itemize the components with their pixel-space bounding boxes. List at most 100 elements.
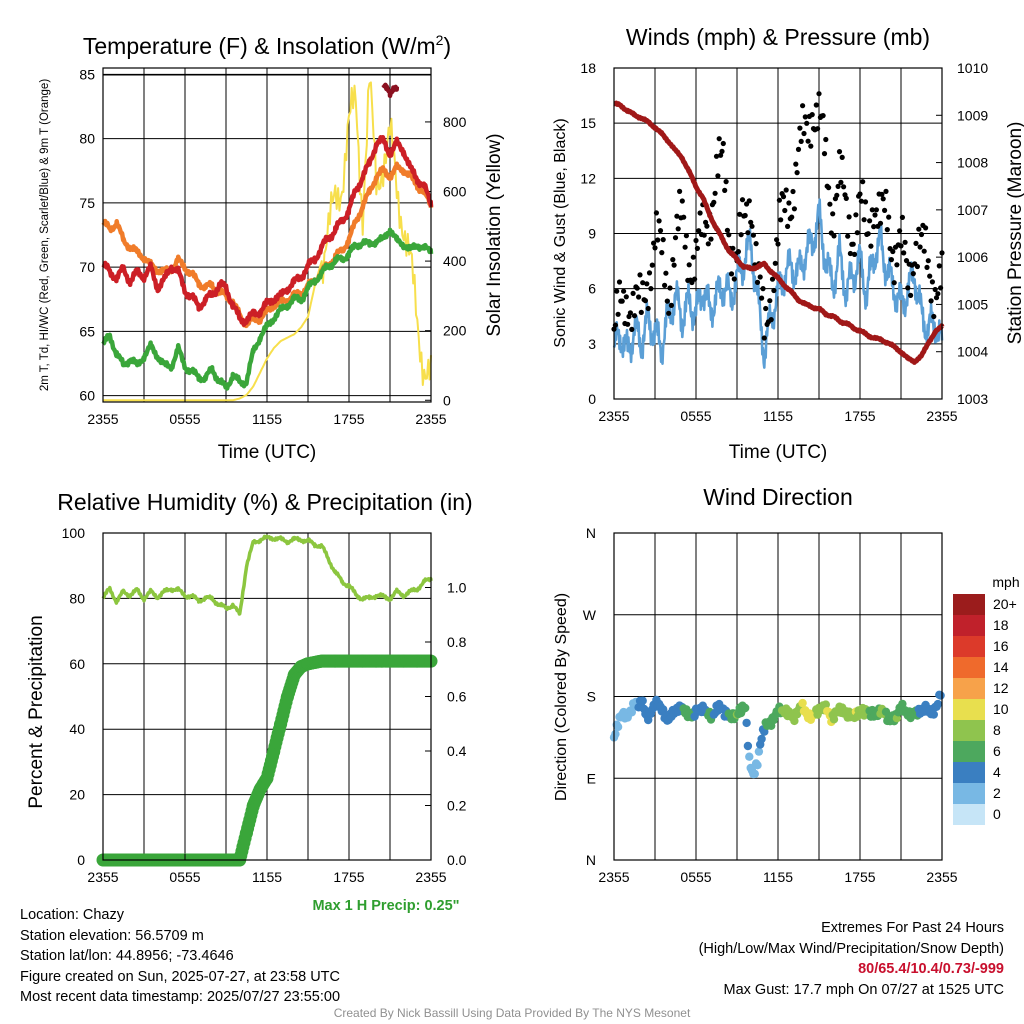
gust-point	[785, 223, 791, 229]
gust-point	[838, 179, 844, 185]
gust-point	[719, 148, 725, 154]
gust-point	[653, 210, 660, 216]
gust-point	[693, 237, 699, 244]
gust-point	[815, 126, 821, 132]
direction-point	[743, 741, 753, 751]
gust-point	[776, 197, 783, 203]
x-tick-label: 1155	[763, 869, 793, 885]
legend-label: 16	[993, 638, 1009, 654]
gust-point	[746, 198, 752, 204]
gust-point	[723, 179, 729, 185]
direction-point	[898, 699, 907, 709]
gust-point	[616, 279, 623, 285]
legend-label: 0	[993, 806, 1001, 822]
direction-point	[611, 729, 620, 739]
legend-swatch	[953, 636, 985, 657]
direction-point	[638, 696, 647, 705]
extremes-title: Extremes For Past 24 Hours	[821, 920, 1004, 936]
legend-swatch	[953, 678, 985, 699]
gust-point	[879, 191, 885, 197]
y2-tick-label: 200	[443, 323, 467, 339]
speed-legend: mph 20+ 18 16 14 12 10 8 6 4 2 0	[953, 574, 1020, 825]
y2-axis-label: Solar Insolation (Yellow)	[484, 133, 505, 336]
gust-point	[872, 212, 878, 218]
y2-tick-label: 1009	[957, 107, 988, 123]
y-tick-label: 70	[79, 259, 95, 275]
gust-point	[718, 152, 724, 158]
gust-point	[898, 243, 904, 249]
y-tick-label: N	[586, 852, 596, 868]
legend-label: 14	[993, 659, 1009, 675]
gust-point	[865, 231, 871, 237]
gust-point	[642, 298, 649, 304]
gust-point	[923, 225, 929, 231]
chart-title: Temperature (F) & Insolation (W/m2)	[83, 32, 451, 59]
gust-point	[830, 211, 836, 217]
gust-point	[772, 260, 778, 266]
gust-point	[841, 184, 847, 190]
gust-point	[662, 282, 668, 288]
gust-point	[897, 228, 903, 234]
y2-tick-label: 800	[443, 114, 467, 130]
gust-point	[771, 287, 777, 294]
gust-point	[813, 102, 819, 108]
legend-swatch	[953, 594, 985, 615]
y2-tick-label: 1003	[957, 391, 988, 407]
gust-point	[681, 214, 687, 220]
y-tick-label: 80	[79, 131, 95, 147]
gust-point	[763, 305, 769, 312]
gust-point	[634, 285, 640, 291]
legend-label: 6	[993, 743, 1001, 759]
x-tick-label: 2355	[598, 869, 629, 885]
gust-point	[775, 241, 781, 247]
gust-point	[666, 310, 672, 316]
gust-point	[786, 200, 792, 206]
gust-point	[621, 288, 627, 294]
legend-swatch	[953, 741, 985, 762]
gust-point	[868, 243, 874, 249]
gust-point	[886, 214, 892, 220]
x-tick-label: 1755	[844, 408, 875, 424]
x-tick-label: 0555	[680, 408, 711, 424]
gust-point	[871, 224, 877, 230]
extremes-subtitle: (High/Low/Max Wind/Precipitation/Snow De…	[698, 940, 1004, 957]
direction-point	[798, 698, 807, 708]
gust-point	[711, 199, 717, 205]
chart-panel-3: 0 20 40 60 80 100 0.0 0.2 0.4 0.6 0.8 1.0 2355 0555 11…	[26, 489, 473, 914]
gust-point	[648, 286, 654, 292]
gust-point	[933, 295, 940, 301]
y2-tick-label: 600	[443, 184, 467, 200]
gust-point	[862, 199, 869, 205]
direction-point	[929, 710, 938, 719]
gust-point	[802, 114, 808, 120]
gust-point	[791, 206, 798, 212]
gust-point	[843, 195, 849, 201]
chart-panel-1: 60 65 70 75 80 85 0 200 400 600 800 2355 0555 1155 175…	[39, 32, 505, 463]
chart-title: Winds (mph) & Pressure (mb)	[626, 24, 930, 50]
gust-point	[929, 279, 936, 285]
gust-point	[753, 241, 759, 247]
gust-point	[797, 125, 803, 131]
y-tick-label: 75	[79, 195, 95, 211]
series-pressure	[612, 100, 945, 365]
gust-point	[908, 292, 914, 298]
direction-point	[790, 716, 799, 726]
gust-point	[891, 280, 897, 286]
x-tick-label: 0555	[680, 869, 711, 885]
direction-point	[829, 715, 839, 724]
gust-point	[858, 198, 865, 204]
gust-point	[619, 298, 625, 304]
gust-point	[801, 130, 807, 137]
x-tick-label: 1755	[333, 869, 364, 885]
gust-point	[715, 173, 721, 179]
legend-label: 8	[993, 722, 1001, 738]
gust-point	[754, 279, 761, 285]
gust-point	[869, 207, 875, 213]
gust-point	[927, 273, 933, 279]
y-tick-label: W	[583, 607, 597, 623]
y-tick-label: 9	[588, 226, 596, 242]
y-tick-label: 60	[79, 388, 95, 404]
chart-title: Relative Humidity (%) & Precipitation (i…	[57, 489, 472, 515]
gust-point	[738, 232, 744, 238]
gust-point	[804, 120, 810, 126]
